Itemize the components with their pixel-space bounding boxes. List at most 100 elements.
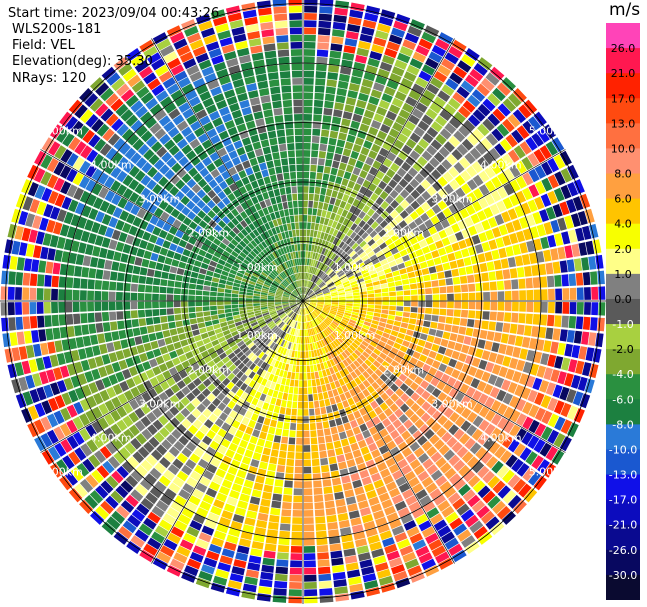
range-gate <box>318 224 324 232</box>
range-gate <box>333 109 343 118</box>
range-gate <box>310 335 314 343</box>
range-gate <box>323 241 329 249</box>
range-gate <box>373 333 382 340</box>
range-gate <box>101 521 116 536</box>
range-gate <box>303 186 309 193</box>
range-gate <box>380 123 391 134</box>
range-gate <box>281 217 287 225</box>
range-gate <box>328 529 340 538</box>
range-gate <box>460 284 469 293</box>
range-gate <box>213 158 224 168</box>
range-gate <box>132 375 142 386</box>
range-gate <box>318 13 332 22</box>
range-gate <box>163 121 176 133</box>
range-gate <box>485 410 496 422</box>
range-gate <box>218 259 226 266</box>
range-gate <box>436 427 447 438</box>
range-gate <box>180 339 189 347</box>
range-gate <box>244 449 254 458</box>
range-gate <box>553 154 566 169</box>
range-gate <box>396 350 406 358</box>
range-gate <box>461 535 476 548</box>
range-gate <box>291 305 298 310</box>
range-gate <box>359 33 373 43</box>
range-gate <box>509 268 518 279</box>
range-gate <box>203 557 218 568</box>
range-gate <box>496 123 510 137</box>
range-gate <box>152 171 164 183</box>
range-gate <box>271 227 277 235</box>
range-gate <box>522 416 534 430</box>
range-gate <box>366 226 374 235</box>
range-gate <box>231 293 239 298</box>
range-gate <box>368 466 379 476</box>
range-gate <box>110 271 118 281</box>
range-gate <box>143 46 158 59</box>
range-gate <box>507 474 521 488</box>
range-gate <box>336 314 343 319</box>
range-gate <box>289 357 294 365</box>
range-gate <box>306 258 310 266</box>
range-gate <box>316 49 329 57</box>
range-gate <box>249 263 257 270</box>
range-gate <box>507 494 522 509</box>
range-gate <box>303 135 311 143</box>
range-gate <box>312 328 316 335</box>
range-gate <box>119 380 130 392</box>
range-gate <box>430 273 438 281</box>
range-gate <box>235 214 244 223</box>
range-gate <box>130 152 142 165</box>
range-gate <box>247 31 261 40</box>
range-gate <box>478 170 490 183</box>
range-gate <box>338 296 346 299</box>
range-gate <box>59 263 68 276</box>
range-gate <box>166 25 182 37</box>
range-gate <box>366 376 375 385</box>
range-gate <box>403 172 414 183</box>
range-gate <box>296 280 300 288</box>
range-gate <box>359 251 367 259</box>
range-gate <box>193 334 202 342</box>
range-gate <box>176 423 187 435</box>
range-gate <box>54 249 63 262</box>
range-gate <box>459 275 468 284</box>
range-gate <box>116 505 130 519</box>
range-gate <box>329 419 336 428</box>
range-gate <box>218 283 226 289</box>
range-gate <box>417 470 430 482</box>
range-gate <box>46 429 59 444</box>
range-gate <box>222 377 231 386</box>
range-gate <box>185 441 197 452</box>
range-gate <box>261 241 268 249</box>
range-gate <box>108 291 116 301</box>
range-gate <box>374 305 382 309</box>
range-gate <box>321 129 330 137</box>
range-gate <box>330 253 337 260</box>
range-gate <box>451 350 460 360</box>
range-gate <box>504 290 512 301</box>
range-gate <box>202 435 213 446</box>
range-gate <box>389 296 397 301</box>
range-gate <box>310 372 315 380</box>
range-gate <box>429 157 440 168</box>
range-gate <box>402 312 410 318</box>
range-gate <box>339 200 347 209</box>
range-gate <box>401 430 411 441</box>
range-gate <box>377 130 388 140</box>
range-gate <box>18 346 28 360</box>
range-gate <box>415 184 426 195</box>
range-gate <box>407 565 422 577</box>
range-gate <box>186 558 202 570</box>
range-gate <box>503 168 515 182</box>
range-gate <box>344 104 355 113</box>
range-gate <box>282 294 290 298</box>
range-gate <box>160 211 170 222</box>
range-gate <box>292 517 303 524</box>
range-gate <box>379 402 389 412</box>
range-gate <box>196 199 206 209</box>
range-gate <box>373 82 385 92</box>
range-gate <box>297 265 300 273</box>
range-gate <box>155 237 165 247</box>
range-gate <box>496 280 505 290</box>
range-gate <box>354 486 365 496</box>
